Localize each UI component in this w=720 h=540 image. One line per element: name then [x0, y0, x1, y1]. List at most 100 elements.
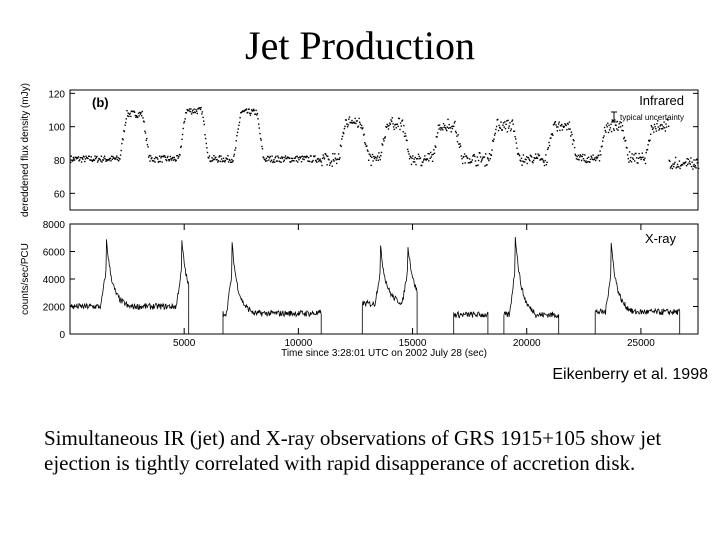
- ir-data-point: [243, 110, 246, 112]
- ir-data-point: [349, 122, 351, 124]
- ir-data-point: [482, 156, 484, 158]
- ir-data-point: [219, 160, 221, 163]
- ir-data-point: [442, 123, 445, 125]
- ir-data-point: [94, 158, 97, 160]
- ir-data-point: [632, 158, 635, 161]
- ir-data-point: [165, 158, 167, 161]
- ir-data-point: [389, 123, 392, 125]
- ir-data-point: [540, 158, 542, 161]
- ir-data-point: [415, 158, 418, 160]
- ir-data-point: [330, 160, 333, 162]
- ir-data-point: [641, 152, 643, 154]
- ir-data-point: [180, 145, 182, 147]
- ir-data-point: [548, 141, 550, 144]
- ir-data-point: [541, 158, 544, 160]
- ir-data-point: [620, 122, 622, 124]
- ir-data-point: [224, 161, 226, 163]
- ir-data-point: [408, 158, 411, 160]
- ir-data-point: [551, 133, 553, 135]
- ir-data-point: [339, 144, 342, 146]
- ir-data-point: [158, 160, 160, 163]
- ir-data-point: [253, 109, 255, 112]
- ir-data-point: [193, 108, 195, 110]
- ir-data-point: [656, 123, 658, 125]
- ir-data-point: [325, 153, 327, 155]
- ir-data-point: [692, 165, 695, 167]
- ir-data-point: [511, 120, 513, 123]
- ir-data-point: [689, 160, 691, 162]
- ir-data-point: [142, 117, 144, 119]
- ir-data-point: [674, 156, 677, 159]
- ir-data-point: [144, 132, 147, 134]
- ir-data-point: [135, 115, 138, 117]
- ir-data-point: [466, 156, 468, 159]
- ir-data-point: [302, 156, 305, 158]
- ir-data-point: [254, 113, 257, 115]
- ir-data-point: [454, 120, 456, 123]
- ir-data-point: [236, 135, 238, 137]
- ir-data-point: [498, 124, 500, 127]
- ir-data-point: [275, 155, 277, 158]
- ir-data-point: [380, 151, 383, 154]
- ir-data-point: [491, 149, 493, 151]
- ir-data-point: [387, 128, 390, 130]
- ir-data-point: [453, 125, 455, 128]
- ir-data-point: [407, 148, 409, 151]
- ir-data-point: [129, 112, 131, 115]
- ir-data-point: [377, 159, 379, 161]
- ir-data-point: [397, 125, 399, 128]
- ir-data-point: [172, 159, 175, 161]
- ir-data-point: [310, 155, 312, 157]
- ir-data-point: [679, 167, 681, 170]
- ir-data-point: [580, 159, 583, 162]
- ir-data-point: [626, 154, 629, 156]
- ir-data-point: [247, 111, 249, 114]
- ir-data-point: [627, 157, 629, 160]
- ir-data-point: [270, 160, 272, 163]
- ir-data-point: [190, 113, 193, 115]
- ir-data-point: [603, 126, 606, 129]
- ir-data-point: [695, 167, 697, 169]
- ir-data-point: [414, 161, 416, 163]
- ir-data-point: [441, 127, 443, 129]
- ir-data-point: [526, 162, 528, 165]
- ir-data-point: [381, 143, 383, 145]
- ir-data-point: [500, 121, 502, 123]
- ir-data-point: [190, 108, 192, 110]
- ir-data-point: [318, 160, 320, 163]
- ir-data-point: [513, 130, 516, 132]
- ir-data-point: [94, 155, 96, 157]
- ir-data-point: [84, 158, 87, 160]
- ir-data-point: [555, 124, 557, 126]
- ir-data-point: [341, 135, 344, 138]
- ir-data-point: [433, 152, 436, 154]
- ir-data-point: [401, 120, 403, 122]
- ir-data-point: [697, 167, 700, 170]
- ir-data-point: [161, 161, 163, 163]
- ir-data-point: [423, 158, 425, 160]
- ir-data-point: [359, 121, 361, 123]
- ir-data-point: [421, 164, 423, 167]
- xray-xtick-label: 15000: [399, 338, 427, 349]
- xray-ytick-label: 2000: [43, 303, 66, 314]
- ir-data-point: [133, 110, 135, 112]
- ir-data-point: [664, 130, 667, 132]
- ir-data-point: [365, 145, 367, 147]
- ir-data-point: [211, 157, 213, 159]
- ir-data-point: [686, 158, 688, 160]
- ir-data-point: [230, 161, 232, 163]
- ir-data-point: [658, 127, 661, 130]
- ir-data-point: [521, 164, 523, 166]
- ir-data-point: [618, 126, 620, 128]
- ir-data-point: [635, 152, 637, 155]
- ir-data-point: [603, 135, 605, 137]
- xray-ylabel: counts/sec/PCU: [20, 243, 31, 315]
- ir-data-point: [542, 160, 544, 162]
- ir-data-point: [293, 160, 295, 162]
- ir-data-point: [527, 157, 530, 159]
- ir-data-point: [153, 160, 155, 162]
- ir-data-point: [594, 157, 596, 159]
- ir-data-point: [477, 159, 480, 162]
- ir-data-point: [458, 146, 461, 148]
- ir-data-point: [201, 111, 204, 113]
